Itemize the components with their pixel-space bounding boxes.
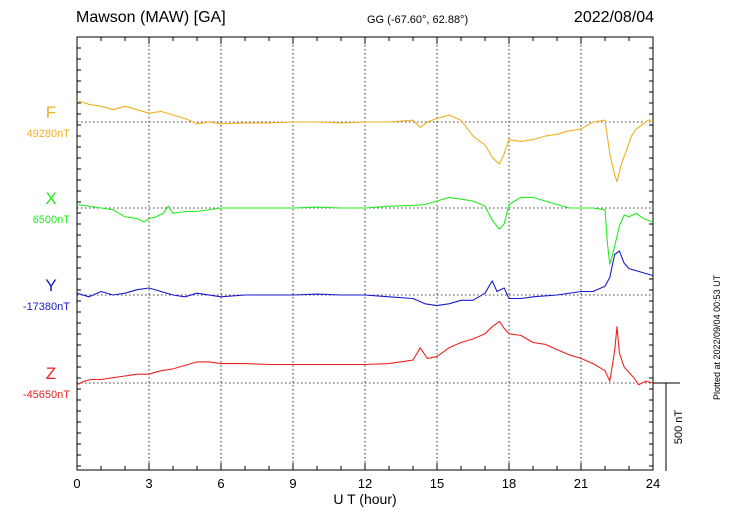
series-name-z: Z [46,364,56,383]
series-baseline-f: 49280nT [27,128,71,140]
scale-bar-label: 500 nT [673,410,685,445]
x-tick-label: 15 [430,476,444,491]
trace-y [76,250,654,307]
traces [76,100,654,386]
series-baseline-y: -17380nT [23,301,70,313]
series-labels: F 49280nT X 6500nT Y -17380nT Z -45650nT [23,103,70,401]
series-name-y: Y [45,276,56,295]
x-tick-label: 6 [217,476,224,491]
chart-date: 2022/08/04 [573,9,654,26]
scale-bar: 500 nT [653,382,685,471]
x-tick-label: 3 [145,476,152,491]
x-tick-label: 0 [73,476,80,491]
series-name-x: X [45,189,56,208]
x-tick-label: 21 [574,476,588,491]
trace-x [76,196,654,265]
grid [148,37,582,470]
x-axis-label: U T (hour) [333,491,396,507]
x-tick-label: 24 [646,476,660,491]
series-baseline-z: -45650nT [23,389,70,401]
x-tick-label: 18 [502,476,516,491]
series-name-f: F [46,103,56,122]
x-axis: 0 3 6 9 12 15 18 21 24 U T (hour) [73,37,660,507]
x-tick-label: 9 [289,476,296,491]
geographic-coords: GG (-67.60°, 62.88°) [367,14,469,26]
station-title: Mawson (MAW) [GA] [76,9,226,26]
series-baseline-x: 6500nT [33,214,71,226]
trace-z [76,320,654,386]
x-tick-label: 12 [358,476,372,491]
trace-f [76,100,653,183]
